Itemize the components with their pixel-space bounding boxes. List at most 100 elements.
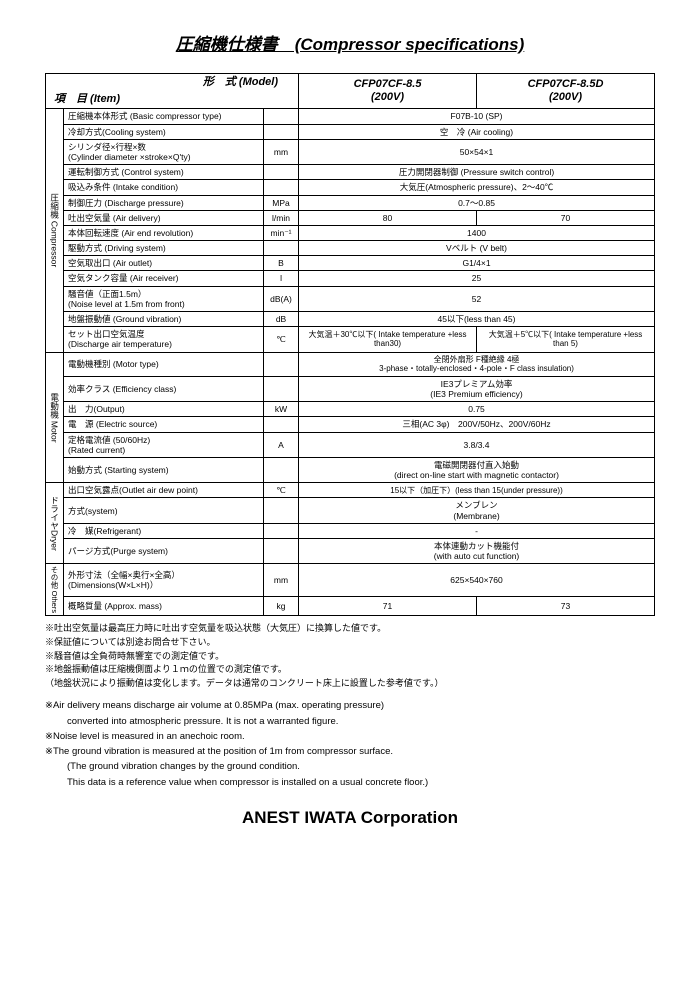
row-unit: MPa xyxy=(264,195,299,210)
page-title: 圧縮機仕様書 (Compressor specifications) xyxy=(45,30,655,55)
row-unit: dB(A) xyxy=(264,286,299,311)
row-value: 3.8/3.4 xyxy=(299,432,655,457)
note-line: ※騒音値は全負荷時無響室での測定値です。 xyxy=(45,650,655,663)
row-label: 制御圧力 (Discharge pressure) xyxy=(64,195,264,210)
model-col-1: CFP07CF-8.5 (200V) xyxy=(299,74,477,109)
row-unit xyxy=(264,124,299,139)
row-value: 625×540×760 xyxy=(299,564,655,597)
row-unit xyxy=(264,417,299,432)
row-label: 出口空気露点(Outlet air dew point) xyxy=(64,483,264,498)
row-value: 電磁開閉器付直入始動 (direct on-line start with ma… xyxy=(299,457,655,482)
row-unit xyxy=(264,109,299,124)
row-unit: mm xyxy=(264,139,299,164)
row-value: 本体連動カット機能付 (with auto cut function) xyxy=(299,539,655,564)
row-value: 圧力開閉器制御 (Pressure switch control) xyxy=(299,165,655,180)
row-unit xyxy=(264,523,299,538)
row-value: メンブレン (Membrane) xyxy=(299,498,655,523)
note-line: converted into atmospheric pressure. It … xyxy=(45,715,655,729)
row-value: 大気温＋5℃以下( Intake temperature +less than … xyxy=(477,327,655,352)
row-value: 71 xyxy=(299,596,477,616)
row-unit: dB xyxy=(264,312,299,327)
row-value: 15以下（加圧下）(less than 15(under pressure)) xyxy=(299,483,655,498)
row-label: 方式(system) xyxy=(64,498,264,523)
row-label: 外形寸法（全幅×奥行×全高） (Dimensions(W×L×H)） xyxy=(64,564,264,597)
row-label: 冷 媒(Refrigerant) xyxy=(64,523,264,538)
row-value: G1/4×1 xyxy=(299,256,655,271)
cat-motor: 電動機 Motor xyxy=(46,352,64,483)
row-unit: l xyxy=(264,271,299,286)
row-unit xyxy=(264,165,299,180)
row-value: 25 xyxy=(299,271,655,286)
row-value: 全閉外扇形 F種絶縁 4極 3-phase・totally-enclosed・4… xyxy=(299,352,655,376)
notes-jp: ※吐出空気量は最高圧力時に吐出す空気量を吸込状態（大気圧）に換算した値です。 ※… xyxy=(45,622,655,689)
row-label: 電 源 (Electric source) xyxy=(64,417,264,432)
row-label: 地盤振動値 (Ground vibration) xyxy=(64,312,264,327)
row-label: 騒音値（正面1.5m） (Noise level at 1.5m from fr… xyxy=(64,286,264,311)
spec-table: 形 式 (Model) CFP07CF-8.5 (200V) CFP07CF-8… xyxy=(45,73,655,616)
row-value: 大気温＋30℃以下( Intake temperature +less than… xyxy=(299,327,477,352)
row-unit: mm xyxy=(264,564,299,597)
note-line: ※地盤振動値は圧縮機側面より１ｍの位置での測定値です。 xyxy=(45,663,655,676)
row-label: 吸込み条件 (Intake condition) xyxy=(64,180,264,195)
row-unit: A xyxy=(264,432,299,457)
row-value: 45以下(less than 45) xyxy=(299,312,655,327)
model-label: 形 式 (Model) xyxy=(46,74,299,92)
cat-compressor: 圧縮機 Compressor xyxy=(46,109,64,352)
note-line: （地盤状況により振動値は変化します。データは通常のコンクリート床上に設置した参考… xyxy=(45,677,655,690)
row-label: 電動機種別 (Motor type) xyxy=(64,352,264,376)
row-unit: kg xyxy=(264,596,299,616)
row-label: 始動方式 (Starting system) xyxy=(64,457,264,482)
note-line: ※Noise level is measured in an anechoic … xyxy=(45,730,655,744)
row-unit xyxy=(264,498,299,523)
note-line: ※The ground vibration is measured at the… xyxy=(45,745,655,759)
row-value: IE3プレミアム効率 (IE3 Premium efficiency) xyxy=(299,376,655,401)
row-label: セット出口空気温度 (Discharge air temperature) xyxy=(64,327,264,352)
row-label: 運転制御方式 (Control system) xyxy=(64,165,264,180)
row-value: Vベルト (V belt) xyxy=(299,241,655,256)
row-unit: min⁻¹ xyxy=(264,225,299,240)
row-label: 効率クラス (Efficiency class) xyxy=(64,376,264,401)
item-label: 項 目 (Item) xyxy=(46,91,299,109)
note-line: ※Air delivery means discharge air volume… xyxy=(45,699,655,713)
row-value: 大気圧(Atmospheric pressure)、2～40℃ xyxy=(299,180,655,195)
row-unit xyxy=(264,180,299,195)
row-label: 吐出空気量 (Air delivery) xyxy=(64,210,264,225)
note-line: ※保証値については別途お問合せ下さい。 xyxy=(45,636,655,649)
notes-en: ※Air delivery means discharge air volume… xyxy=(45,699,655,790)
row-label: 空気取出口 (Air outlet) xyxy=(64,256,264,271)
row-unit: ℃ xyxy=(264,327,299,352)
row-unit xyxy=(264,376,299,401)
row-value: 0.7～0.85 xyxy=(299,195,655,210)
row-value: - xyxy=(299,523,655,538)
row-value: 50×54×1 xyxy=(299,139,655,164)
row-unit xyxy=(264,457,299,482)
row-unit xyxy=(264,352,299,376)
row-label: 圧縮機本体形式 (Basic compressor type) xyxy=(64,109,264,124)
row-unit: kW xyxy=(264,402,299,417)
row-unit xyxy=(264,539,299,564)
corporation-name: ANEST IWATA Corporation xyxy=(45,808,655,828)
row-label: パージ方式(Purge system) xyxy=(64,539,264,564)
row-value: 空 冷 (Air cooling) xyxy=(299,124,655,139)
row-value: 三相(AC 3φ) 200V/50Hz、200V/60Hz xyxy=(299,417,655,432)
row-label: 冷却方式(Cooling system) xyxy=(64,124,264,139)
row-value: 0.75 xyxy=(299,402,655,417)
row-label: 駆動方式 (Driving system) xyxy=(64,241,264,256)
row-unit xyxy=(264,241,299,256)
row-value: 73 xyxy=(477,596,655,616)
row-label: 定格電流値 (50/60Hz) (Rated current) xyxy=(64,432,264,457)
row-unit: B xyxy=(264,256,299,271)
cat-others: その他 Others xyxy=(46,564,64,616)
row-value: 1400 xyxy=(299,225,655,240)
row-unit: ℃ xyxy=(264,483,299,498)
row-label: 空気タンク容量 (Air receiver) xyxy=(64,271,264,286)
note-line: ※吐出空気量は最高圧力時に吐出す空気量を吸込状態（大気圧）に換算した値です。 xyxy=(45,622,655,635)
row-value: F07B-10 (SP) xyxy=(299,109,655,124)
row-value: 80 xyxy=(299,210,477,225)
note-line: (The ground vibration changes by the gro… xyxy=(45,760,655,774)
cat-dryer: ドライヤDryer xyxy=(46,483,64,564)
note-line: This data is a reference value when comp… xyxy=(45,776,655,790)
row-value: 70 xyxy=(477,210,655,225)
row-label: シリンダ径×行程×数 (Cylinder diameter ×stroke×Q'… xyxy=(64,139,264,164)
row-label: 出 力(Output) xyxy=(64,402,264,417)
